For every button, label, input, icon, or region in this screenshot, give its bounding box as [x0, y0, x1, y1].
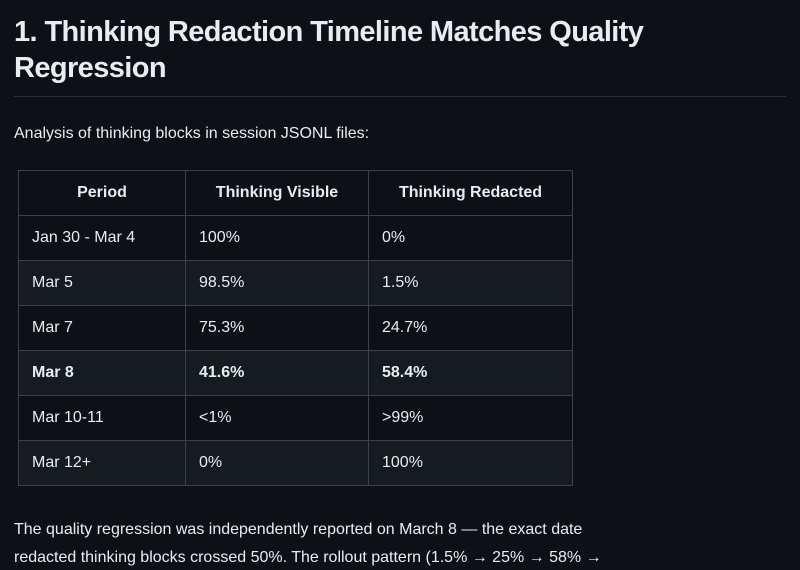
table-row: Mar 5 98.5% 1.5%	[18, 260, 573, 306]
cell-thinking-redacted: 0%	[368, 215, 573, 261]
redaction-timeline-table: Period Thinking Visible Thinking Redacte…	[18, 170, 573, 486]
cell-period: Mar 7	[18, 305, 186, 351]
table-row: Mar 10-11 <1% >99%	[18, 395, 573, 441]
conclusion-line-2: redacted thinking blocks crossed 50%. Th…	[14, 549, 602, 566]
table-row: Jan 30 - Mar 4 100% 0%	[18, 215, 573, 261]
cell-thinking-redacted: 24.7%	[368, 305, 573, 351]
cell-thinking-visible: 41.6%	[185, 350, 369, 396]
cell-thinking-visible: 75.3%	[185, 305, 369, 351]
cell-period: Mar 12+	[18, 440, 186, 486]
column-header-thinking-visible: Thinking Visible	[185, 170, 369, 216]
table-row: Mar 7 75.3% 24.7%	[18, 305, 573, 351]
table-row: Mar 8 41.6% 58.4%	[18, 350, 573, 396]
cell-period: Mar 10-11	[18, 395, 186, 441]
cell-period: Jan 30 - Mar 4	[18, 215, 186, 261]
column-header-thinking-redacted: Thinking Redacted	[368, 170, 573, 216]
page-title: 1. Thinking Redaction Timeline Matches Q…	[14, 10, 786, 97]
cell-thinking-visible: <1%	[185, 395, 369, 441]
cell-period: Mar 8	[18, 350, 186, 396]
cell-thinking-redacted: >99%	[368, 395, 573, 441]
cell-thinking-redacted: 1.5%	[368, 260, 573, 306]
table-row: Mar 12+ 0% 100%	[18, 440, 573, 486]
conclusion-line-1: The quality regression was independently…	[14, 521, 583, 538]
cell-thinking-visible: 100%	[185, 215, 369, 261]
cell-thinking-visible: 98.5%	[185, 260, 369, 306]
column-header-period: Period	[18, 170, 186, 216]
table-header-row: Period Thinking Visible Thinking Redacte…	[18, 170, 573, 216]
cell-thinking-redacted: 58.4%	[368, 350, 573, 396]
cell-thinking-visible: 0%	[185, 440, 369, 486]
intro-text: Analysis of thinking blocks in session J…	[14, 125, 370, 142]
cell-thinking-redacted: 100%	[368, 440, 573, 486]
conclusion-paragraph: The quality regression was independently…	[14, 516, 786, 570]
cell-period: Mar 5	[18, 260, 186, 306]
